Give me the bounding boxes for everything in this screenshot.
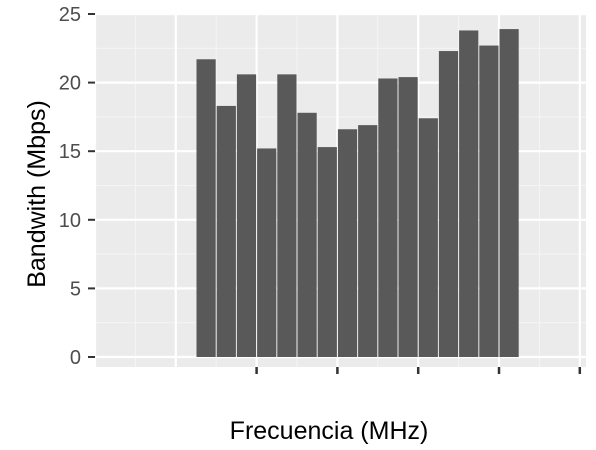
y-tick-label: 20	[59, 73, 81, 95]
y-tick-label: 15	[59, 141, 81, 163]
y-tick-label: 0	[70, 347, 81, 369]
x-axis-ticks	[255, 367, 582, 374]
major-gridlines-x	[93, 13, 581, 367]
bar	[418, 118, 438, 357]
bar	[196, 59, 216, 357]
bar	[459, 30, 479, 358]
y-tick-label: 5	[70, 278, 81, 300]
bar	[438, 51, 459, 357]
y-axis-label: Bandwith (Mbps)	[23, 100, 51, 288]
y-axis-ticks: 0 5 10 15 20 25	[59, 4, 95, 369]
bar	[257, 148, 277, 357]
bar	[479, 45, 499, 357]
bar	[358, 125, 378, 357]
bar	[277, 74, 297, 358]
bars	[196, 29, 519, 358]
y-tick-label: 25	[59, 4, 81, 26]
minor-gridlines-x	[134, 13, 540, 367]
bar	[398, 77, 418, 357]
y-tick-label: 10	[59, 210, 81, 232]
bar	[216, 105, 236, 357]
bar	[297, 112, 317, 357]
bar	[317, 147, 337, 357]
bar	[378, 78, 398, 357]
x-axis-label: Frecuencia (MHz)	[230, 417, 429, 445]
bar	[236, 74, 257, 358]
bar	[499, 29, 519, 357]
bar	[337, 129, 358, 357]
